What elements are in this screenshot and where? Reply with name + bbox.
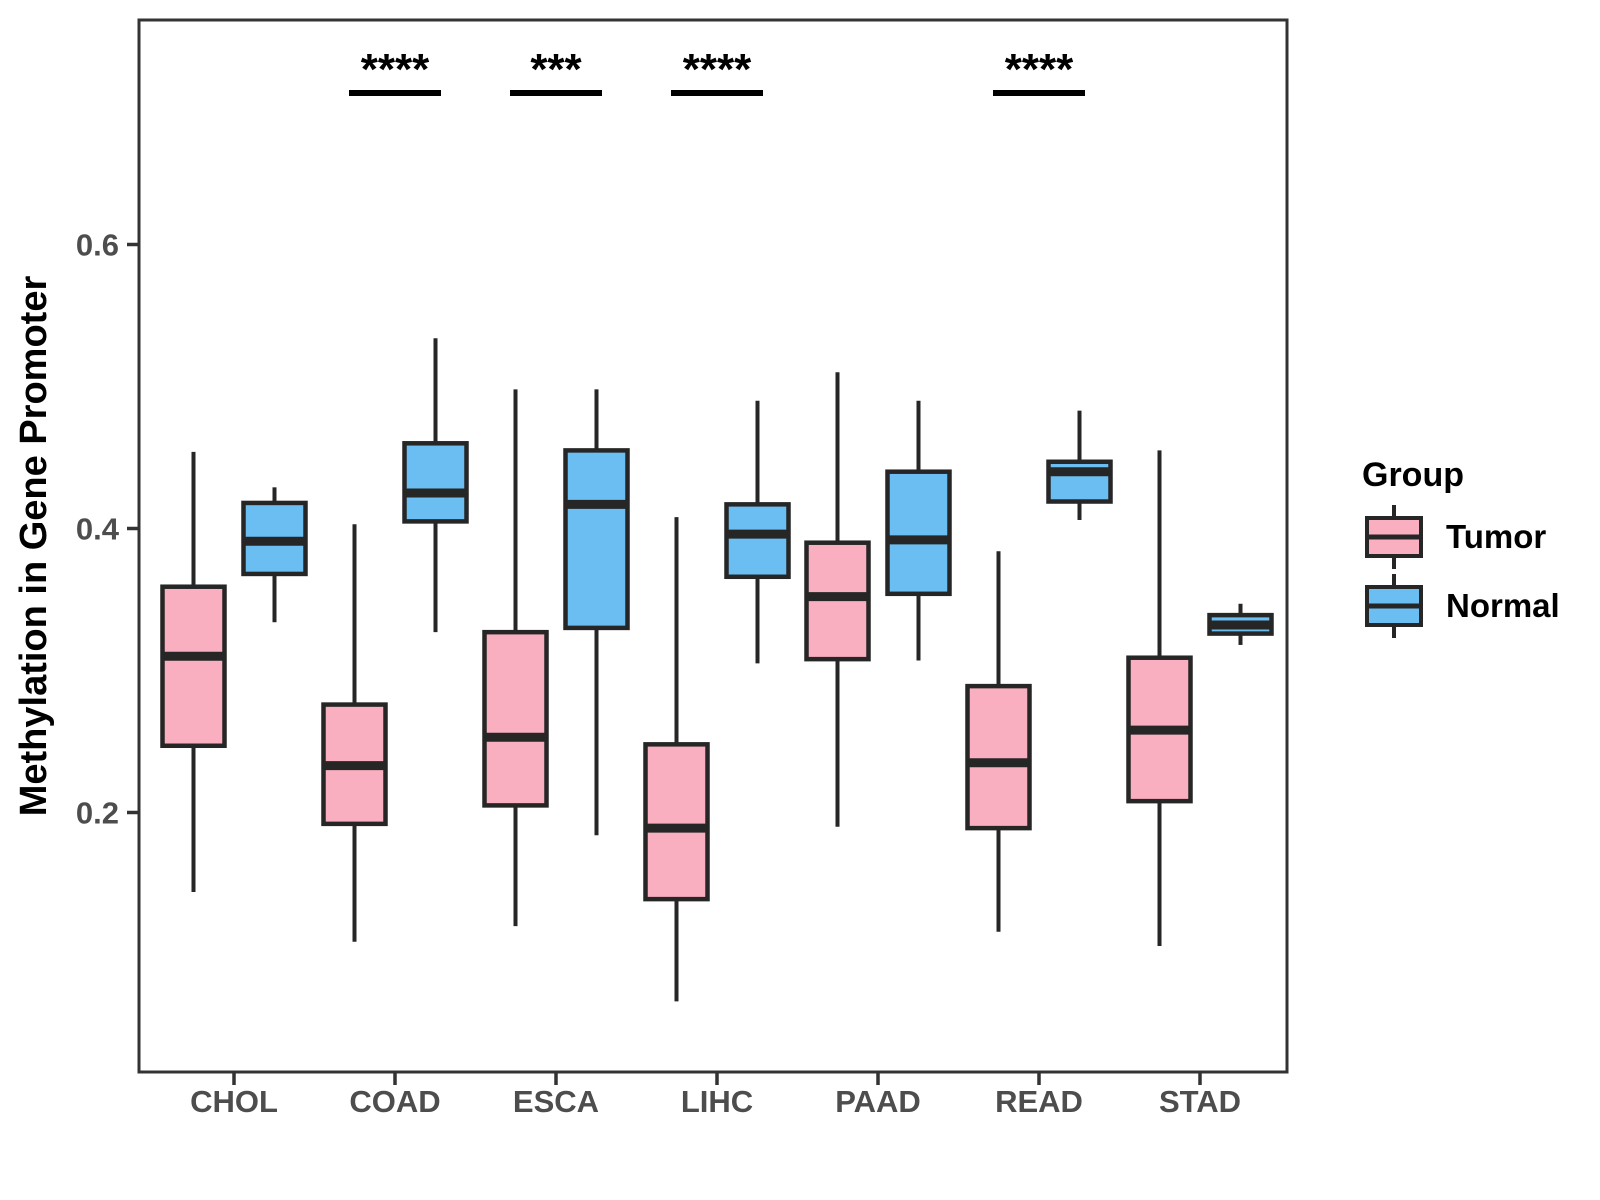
significance-stars-READ: **** bbox=[1005, 45, 1074, 94]
box-ESCA-Normal bbox=[563, 389, 630, 836]
legend-label-Normal: Normal bbox=[1446, 587, 1560, 624]
iqr-box bbox=[563, 448, 630, 631]
iqr-box bbox=[402, 441, 469, 524]
box-PAAD-Tumor bbox=[804, 372, 871, 827]
box-STAD-Normal bbox=[1207, 603, 1274, 645]
significance-underline-ESCA bbox=[510, 90, 602, 96]
x-tick-label: ESCA bbox=[513, 1084, 599, 1119]
significance-underline-READ bbox=[993, 90, 1085, 96]
legend-key-Tumor bbox=[1365, 505, 1423, 569]
iqr-box bbox=[643, 742, 710, 902]
y-tick-label: 0.6 bbox=[76, 228, 119, 263]
box-CHOL-Tumor bbox=[160, 451, 227, 893]
box-PAAD-Normal bbox=[885, 400, 952, 661]
x-tick-label: PAAD bbox=[835, 1084, 921, 1119]
iqr-box bbox=[885, 469, 952, 597]
iqr-box bbox=[482, 629, 549, 808]
box-COAD-Tumor bbox=[321, 524, 388, 942]
x-tick-label: COAD bbox=[349, 1084, 440, 1119]
plot-panel-border bbox=[137, 18, 1289, 1074]
x-tick-label: LIHC bbox=[681, 1084, 753, 1119]
significance-underline-LIHC bbox=[671, 90, 763, 96]
box-LIHC-Tumor bbox=[643, 517, 710, 1002]
box-ESCA-Tumor bbox=[482, 389, 549, 927]
legend-label-Tumor: Tumor bbox=[1446, 518, 1546, 555]
iqr-box bbox=[724, 502, 791, 580]
legend-title: Group bbox=[1362, 456, 1464, 494]
box-COAD-Normal bbox=[402, 338, 469, 633]
box-LIHC-Normal bbox=[724, 400, 791, 664]
y-axis-title: Methylation in Gene Promoter bbox=[13, 276, 55, 817]
box-READ-Tumor bbox=[965, 551, 1032, 932]
box-CHOL-Normal bbox=[241, 487, 308, 623]
significance-stars-ESCA: *** bbox=[530, 45, 582, 94]
x-tick-label: READ bbox=[995, 1084, 1083, 1119]
significance-stars-COAD: **** bbox=[361, 45, 430, 94]
x-tick-label: STAD bbox=[1159, 1084, 1241, 1119]
y-tick-label: 0.4 bbox=[76, 512, 120, 547]
iqr-box bbox=[965, 683, 1032, 831]
x-tick-label: CHOL bbox=[190, 1084, 278, 1119]
significance-stars-LIHC: **** bbox=[683, 45, 752, 94]
significance-underline-COAD bbox=[349, 90, 441, 96]
box-STAD-Tumor bbox=[1126, 450, 1193, 946]
y-tick-label: 0.2 bbox=[76, 796, 119, 831]
box-READ-Normal bbox=[1046, 410, 1113, 520]
legend-key-Normal bbox=[1365, 574, 1423, 638]
iqr-box bbox=[160, 584, 227, 749]
